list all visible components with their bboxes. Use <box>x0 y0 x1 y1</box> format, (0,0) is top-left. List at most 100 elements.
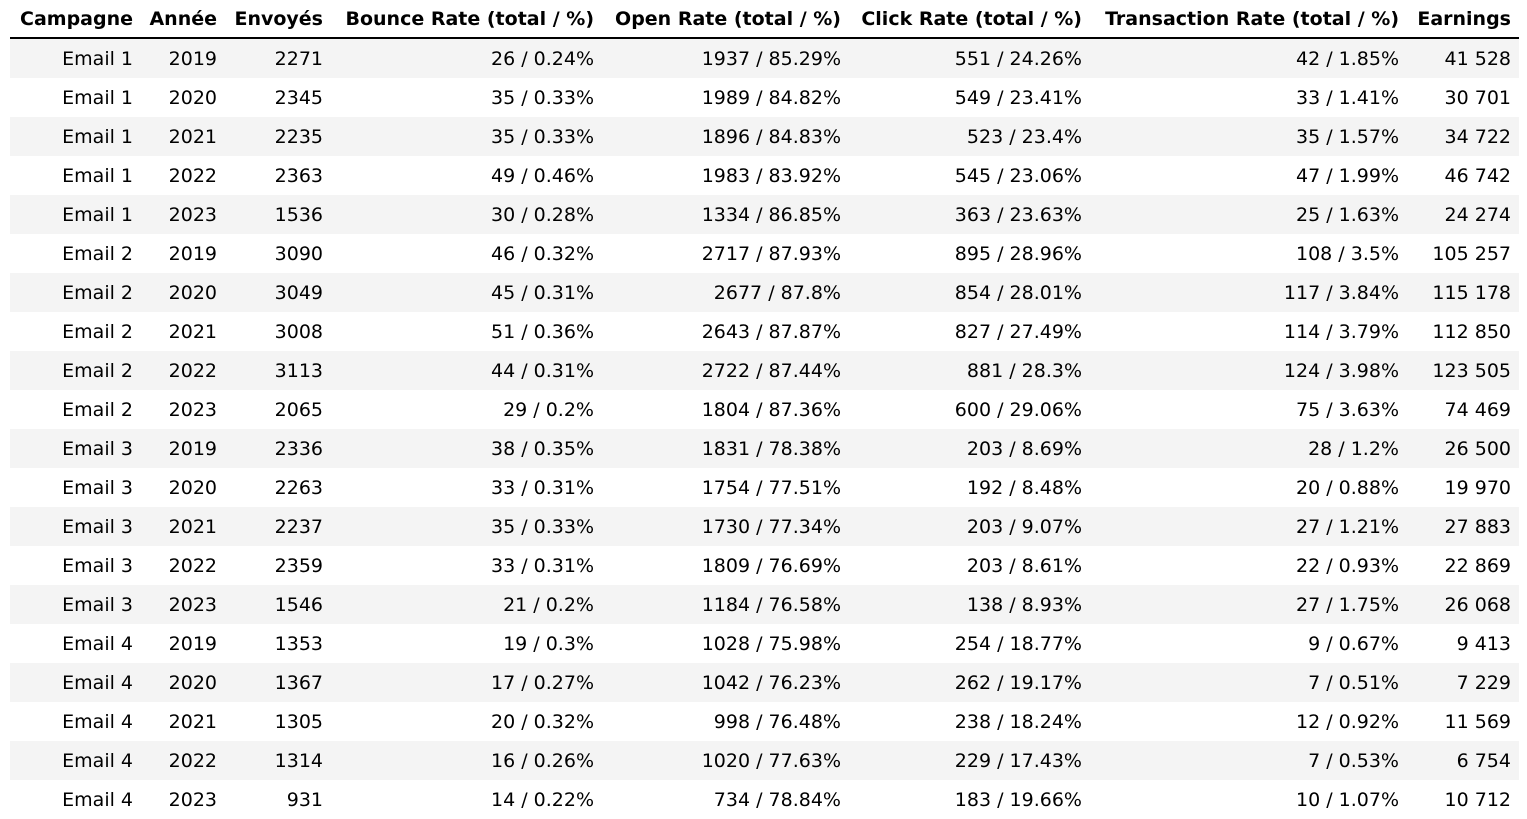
cell-annee: 2019 <box>141 38 225 78</box>
cell-transaction-rate: 114 / 3.79% <box>1090 312 1407 351</box>
table-row: Email 2 2020 3049 45 / 0.31% 2677 / 87.8% 854… <box>10 273 1519 312</box>
cell-bounce-rate: 16 / 0.26% <box>331 741 602 780</box>
table-row: Email 3 2019 2336 38 / 0.35% 1831 / 78.38% 20… <box>10 429 1519 468</box>
table-row: Email 3 2023 1546 21 / 0.2% 1184 / 76.58% 138… <box>10 585 1519 624</box>
table-body: Email 1 2019 2271 26 / 0.24% 1937 / 85.29% 55… <box>10 38 1519 819</box>
cell-annee: 2022 <box>141 156 225 195</box>
cell-earnings: 7 229 <box>1407 663 1519 702</box>
table-row: Email 4 2023 931 14 / 0.22% 734 / 78.84% 183 … <box>10 780 1519 819</box>
cell-click-rate: 523 / 23.4% <box>849 117 1090 156</box>
cell-campagne: Email 1 <box>10 117 141 156</box>
cell-annee: 2022 <box>141 351 225 390</box>
cell-transaction-rate: 42 / 1.85% <box>1090 38 1407 78</box>
header-campagne: Campagne <box>10 0 141 39</box>
cell-envoyes: 2271 <box>225 38 331 78</box>
cell-bounce-rate: 21 / 0.2% <box>331 585 602 624</box>
cell-bounce-rate: 33 / 0.31% <box>331 468 602 507</box>
cell-earnings: 123 505 <box>1407 351 1519 390</box>
cell-annee: 2020 <box>141 468 225 507</box>
cell-open-rate: 1754 / 77.51% <box>602 468 849 507</box>
cell-envoyes: 2237 <box>225 507 331 546</box>
cell-open-rate: 1831 / 78.38% <box>602 429 849 468</box>
cell-bounce-rate: 14 / 0.22% <box>331 780 602 819</box>
table-row: Email 1 2021 2235 35 / 0.33% 1896 / 84.83% 52… <box>10 117 1519 156</box>
table-header: Campagne Année Envoyés Bounce Rate (tota… <box>10 0 1519 39</box>
cell-campagne: Email 2 <box>10 312 141 351</box>
table-row: Email 1 2019 2271 26 / 0.24% 1937 / 85.29% 55… <box>10 38 1519 78</box>
cell-campagne: Email 2 <box>10 273 141 312</box>
cell-annee: 2022 <box>141 741 225 780</box>
cell-bounce-rate: 26 / 0.24% <box>331 38 602 78</box>
table-row: Email 4 2021 1305 20 / 0.32% 998 / 76.48% 238… <box>10 702 1519 741</box>
cell-campagne: Email 4 <box>10 624 141 663</box>
cell-open-rate: 1028 / 75.98% <box>602 624 849 663</box>
cell-annee: 2023 <box>141 585 225 624</box>
cell-click-rate: 192 / 8.48% <box>849 468 1090 507</box>
cell-bounce-rate: 45 / 0.31% <box>331 273 602 312</box>
cell-envoyes: 2345 <box>225 78 331 117</box>
cell-transaction-rate: 27 / 1.21% <box>1090 507 1407 546</box>
cell-campagne: Email 3 <box>10 546 141 585</box>
cell-click-rate: 254 / 18.77% <box>849 624 1090 663</box>
cell-envoyes: 2336 <box>225 429 331 468</box>
cell-click-rate: 827 / 27.49% <box>849 312 1090 351</box>
cell-click-rate: 203 / 8.61% <box>849 546 1090 585</box>
cell-transaction-rate: 117 / 3.84% <box>1090 273 1407 312</box>
cell-open-rate: 1730 / 77.34% <box>602 507 849 546</box>
cell-click-rate: 881 / 28.3% <box>849 351 1090 390</box>
cell-campagne: Email 2 <box>10 390 141 429</box>
cell-annee: 2021 <box>141 702 225 741</box>
cell-open-rate: 734 / 78.84% <box>602 780 849 819</box>
header-row: Campagne Année Envoyés Bounce Rate (tota… <box>10 0 1519 39</box>
cell-click-rate: 551 / 24.26% <box>849 38 1090 78</box>
cell-campagne: Email 1 <box>10 78 141 117</box>
header-open-rate: Open Rate (total / %) <box>602 0 849 39</box>
cell-earnings: 74 469 <box>1407 390 1519 429</box>
cell-envoyes: 2235 <box>225 117 331 156</box>
cell-transaction-rate: 7 / 0.51% <box>1090 663 1407 702</box>
cell-envoyes: 1367 <box>225 663 331 702</box>
cell-campagne: Email 1 <box>10 38 141 78</box>
cell-envoyes: 1314 <box>225 741 331 780</box>
cell-transaction-rate: 7 / 0.53% <box>1090 741 1407 780</box>
cell-envoyes: 1353 <box>225 624 331 663</box>
cell-transaction-rate: 75 / 3.63% <box>1090 390 1407 429</box>
cell-annee: 2021 <box>141 117 225 156</box>
cell-annee: 2020 <box>141 78 225 117</box>
cell-earnings: 26 500 <box>1407 429 1519 468</box>
cell-campagne: Email 2 <box>10 351 141 390</box>
cell-annee: 2019 <box>141 429 225 468</box>
cell-annee: 2020 <box>141 273 225 312</box>
cell-open-rate: 2722 / 87.44% <box>602 351 849 390</box>
cell-open-rate: 1809 / 76.69% <box>602 546 849 585</box>
cell-open-rate: 1042 / 76.23% <box>602 663 849 702</box>
cell-campagne: Email 2 <box>10 234 141 273</box>
cell-envoyes: 2263 <box>225 468 331 507</box>
cell-open-rate: 2677 / 87.8% <box>602 273 849 312</box>
cell-campagne: Email 3 <box>10 468 141 507</box>
header-envoyes: Envoyés <box>225 0 331 39</box>
cell-earnings: 30 701 <box>1407 78 1519 117</box>
cell-open-rate: 2717 / 87.93% <box>602 234 849 273</box>
table-row: Email 4 2020 1367 17 / 0.27% 1042 / 76.23% 26… <box>10 663 1519 702</box>
cell-campagne: Email 3 <box>10 507 141 546</box>
cell-transaction-rate: 27 / 1.75% <box>1090 585 1407 624</box>
cell-envoyes: 3049 <box>225 273 331 312</box>
cell-earnings: 6 754 <box>1407 741 1519 780</box>
cell-transaction-rate: 10 / 1.07% <box>1090 780 1407 819</box>
cell-open-rate: 1896 / 84.83% <box>602 117 849 156</box>
table-row: Email 2 2023 2065 29 / 0.2% 1804 / 87.36% 600… <box>10 390 1519 429</box>
cell-transaction-rate: 47 / 1.99% <box>1090 156 1407 195</box>
cell-annee: 2023 <box>141 195 225 234</box>
cell-open-rate: 1804 / 87.36% <box>602 390 849 429</box>
cell-open-rate: 1989 / 84.82% <box>602 78 849 117</box>
cell-transaction-rate: 124 / 3.98% <box>1090 351 1407 390</box>
cell-earnings: 27 883 <box>1407 507 1519 546</box>
table-row: Email 1 2020 2345 35 / 0.33% 1989 / 84.82% 54… <box>10 78 1519 117</box>
cell-envoyes: 3008 <box>225 312 331 351</box>
cell-envoyes: 2359 <box>225 546 331 585</box>
cell-envoyes: 3113 <box>225 351 331 390</box>
cell-open-rate: 2643 / 87.87% <box>602 312 849 351</box>
cell-bounce-rate: 33 / 0.31% <box>331 546 602 585</box>
cell-bounce-rate: 44 / 0.31% <box>331 351 602 390</box>
